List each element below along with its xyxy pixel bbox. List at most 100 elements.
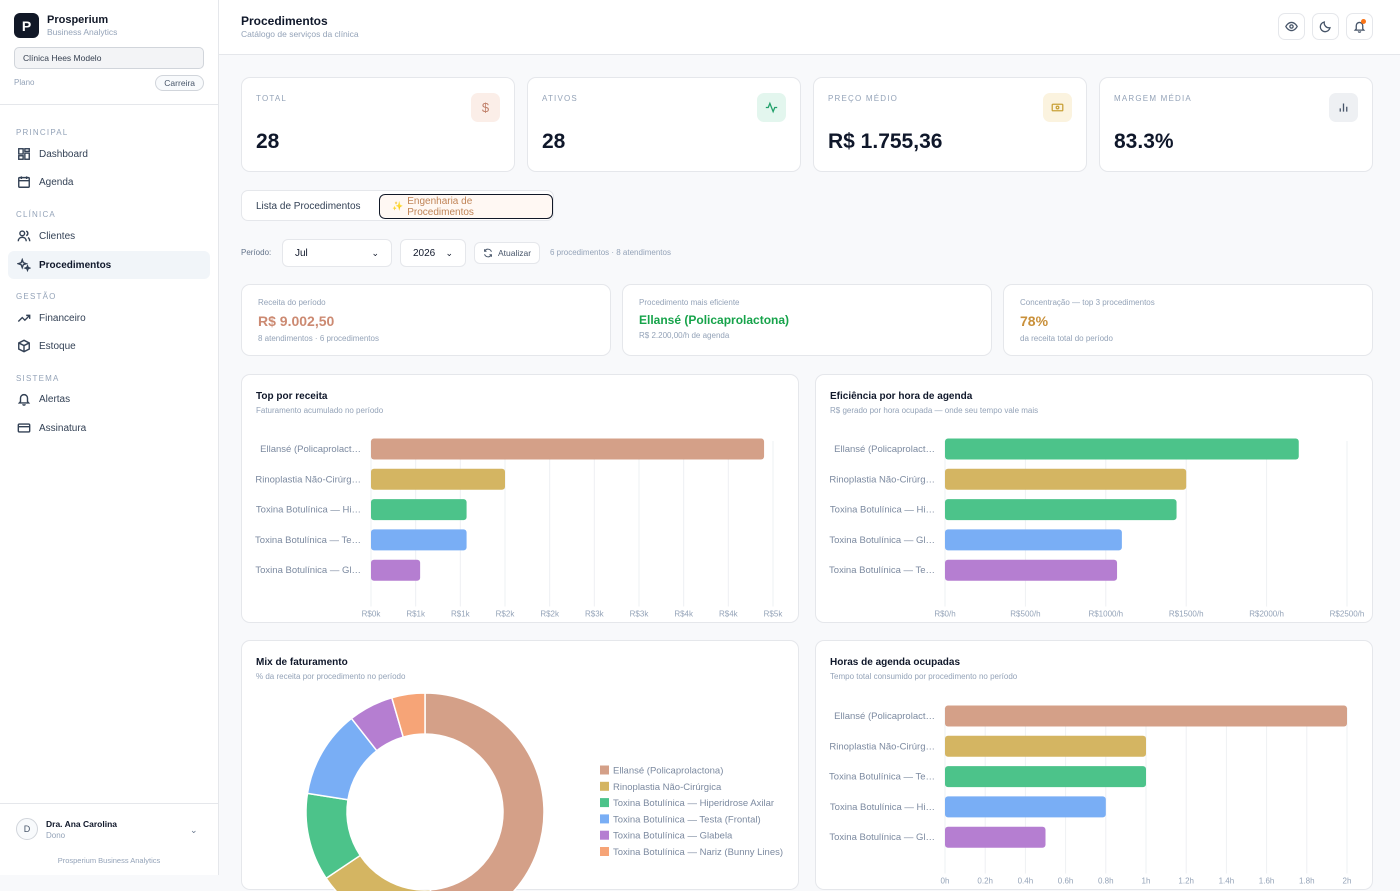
banknote-icon — [1043, 93, 1072, 122]
year-value: 2026 — [413, 247, 436, 259]
kpi-card-total: TOTAL 28 $ — [241, 77, 515, 172]
nav-item-financeiro[interactable]: Financeiro — [8, 304, 210, 332]
kpi-label: TOTAL — [256, 94, 288, 103]
nav-item-agenda[interactable]: Agenda — [8, 168, 210, 196]
divider — [0, 104, 218, 105]
bar — [371, 438, 765, 460]
year-select[interactable]: 2026 ⌄ — [400, 239, 466, 267]
refresh-label: Atualizar — [498, 248, 532, 258]
plan-label: Plano — [14, 78, 35, 87]
kpi-value: 28 — [256, 130, 280, 153]
chart-card-mix: Mix de faturamento % da receita por proc… — [241, 640, 799, 891]
kpi-value: 28 — [542, 130, 566, 153]
legend-swatch — [600, 765, 609, 775]
nav-item-procedimentos[interactable]: Procedimentos — [8, 251, 210, 279]
chart-title: Horas de agenda ocupadas — [830, 657, 961, 668]
section-gestao: GESTÃO — [16, 292, 57, 301]
efficiency-bar-chart: R$0/h R$500/h R$1000/h R$1500/h R$2000/h R$25… — [829, 438, 1364, 619]
tick-label: 0.8h — [1098, 877, 1114, 886]
nav-item-estoque[interactable]: Estoque — [8, 332, 210, 360]
summary-value: R$ 9.002,50 — [258, 313, 335, 329]
category-label: Toxina Botulínica — Gl… — [255, 565, 361, 576]
theme-toggle-button[interactable] — [1312, 13, 1339, 40]
bar — [945, 438, 1299, 460]
month-select[interactable]: Jul ⌄ — [282, 239, 392, 267]
tick-label: R$0/h — [934, 610, 955, 619]
legend-swatch — [600, 798, 609, 808]
tick-label: R$2000/h — [1249, 610, 1284, 619]
tick-label: R$5k — [764, 610, 784, 619]
user-menu[interactable]: D Dra. Ana Carolina Dono — [16, 818, 117, 840]
visibility-button[interactable] — [1278, 13, 1305, 40]
bar-chart-icon — [1329, 93, 1358, 122]
bar — [945, 468, 1187, 490]
credit-card-icon — [17, 423, 31, 433]
legend-label: Ellansé (Policaprolactona) — [613, 766, 723, 777]
chart-subtitle: Tempo total consumido por procedimento n… — [830, 672, 1018, 681]
tick-label: 0.6h — [1058, 877, 1074, 886]
bell-icon — [17, 393, 31, 406]
package-icon — [18, 339, 30, 353]
category-label: Toxina Botulínica — Hi… — [256, 505, 361, 516]
nav-item-alertas[interactable]: Alertas — [8, 385, 210, 413]
bar — [945, 735, 1146, 757]
brand[interactable]: P Prosperium Business Analytics — [14, 13, 117, 38]
tab-label: Engenharia de Procedimentos — [407, 195, 474, 218]
category-label: Rinoplastia Não-Cirúrg… — [255, 474, 361, 485]
tick-label: R$3k — [585, 610, 605, 619]
pie-slice — [424, 692, 545, 891]
category-label: Toxina Botulínica — Gl… — [829, 832, 935, 843]
category-label: Toxina Botulínica — Te… — [829, 772, 935, 783]
section-clinica: CLÍNICA — [16, 210, 56, 219]
bar — [945, 705, 1347, 727]
refresh-button[interactable]: Atualizar — [474, 242, 541, 264]
summary-card-concentration: Concentração — top 3 procedimentos 78% d… — [1003, 284, 1373, 356]
tick-label: 1h — [1142, 877, 1151, 886]
pie-slice — [390, 692, 426, 739]
tab-lista-procedimentos[interactable]: Lista de Procedimentos — [256, 201, 361, 212]
legend-swatch — [600, 830, 609, 840]
moon-icon — [1319, 21, 1331, 33]
avatar: D — [16, 818, 38, 840]
nav-label: Assinatura — [39, 422, 87, 434]
mix-donut-chart: Ellansé (Policaprolactona) Rinoplastia Nã… — [305, 692, 783, 891]
period-label: Período: — [241, 248, 272, 257]
sparkles-icon: ✨ — [392, 201, 404, 211]
chevron-down-icon[interactable]: ⌄ — [190, 825, 198, 835]
notifications-button[interactable] — [1346, 13, 1373, 40]
chart-title: Top por receita — [256, 391, 328, 402]
kpi-label: ATIVOS — [542, 94, 578, 103]
chart-title: Eficiência por hora de agenda — [830, 391, 973, 402]
tick-label: R$1500/h — [1169, 610, 1204, 619]
tick-label: R$2k — [496, 610, 516, 619]
summary-label: Concentração — top 3 procedimentos — [1020, 298, 1155, 307]
brand-logo: P — [14, 13, 39, 38]
tab-engenharia-procedimentos[interactable]: ✨ Engenharia de Procedimentos — [379, 194, 553, 219]
plan-badge: Carreira — [155, 75, 204, 91]
nav-item-assinatura[interactable]: Assinatura — [8, 414, 210, 442]
user-name: Dra. Ana Carolina — [46, 818, 118, 829]
category-label: Toxina Botulínica — Gl… — [829, 535, 935, 546]
category-label: Toxina Botulínica — Hi… — [830, 505, 935, 516]
summary-sub: R$ 2.200,00/h de agenda — [639, 331, 730, 340]
summary-card-revenue: Receita do período R$ 9.002,50 8 atendim… — [241, 284, 611, 356]
kpi-card-margem-media: MARGEM MÉDIA 83.3% — [1099, 77, 1373, 172]
clinic-selector[interactable]: Clínica Hees Modelo — [14, 47, 204, 69]
nav-item-clientes[interactable]: Clientes — [8, 222, 210, 250]
section-principal: PRINCIPAL — [16, 128, 69, 137]
tick-label: R$0k — [362, 610, 382, 619]
bar — [945, 826, 1046, 848]
notification-dot — [1361, 19, 1366, 24]
tick-label: R$4k — [674, 610, 694, 619]
nav-label: Estoque — [39, 340, 76, 352]
bar — [945, 796, 1106, 818]
page-subtitle: Catálogo de serviços da clínica — [241, 29, 359, 39]
summary-value: 78% — [1020, 313, 1049, 329]
nav-label: Dashboard — [39, 148, 88, 160]
refresh-icon — [484, 248, 492, 258]
bar — [371, 499, 467, 521]
nav-item-dashboard[interactable]: Dashboard — [8, 140, 210, 168]
bar — [945, 499, 1177, 521]
tick-label: 1.2h — [1178, 877, 1194, 886]
summary-card-efficient: Procedimento mais eficiente Ellansé (Pol… — [622, 284, 992, 356]
